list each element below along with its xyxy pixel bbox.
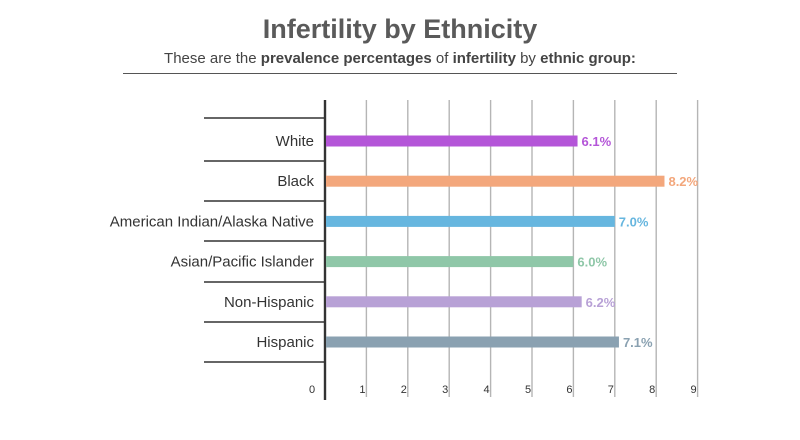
data-label: 7.0% [619, 214, 649, 229]
x-tick-label: 9 [691, 384, 697, 396]
data-label: 6.0% [577, 255, 607, 270]
x-tick-label: 4 [484, 384, 490, 396]
category-label: Black [277, 173, 314, 190]
x-tick-label: 0 [309, 384, 315, 396]
subtitle-part-bold: ethnic group: [540, 50, 636, 67]
subtitle-part-bold: infertility [452, 50, 516, 67]
x-tick-label: 3 [442, 384, 448, 396]
category-label: White [276, 133, 314, 150]
bar [326, 256, 574, 268]
category-label: Non-Hispanic [224, 294, 315, 311]
x-tick-label: 1 [359, 384, 365, 396]
bar [326, 296, 582, 308]
data-label: 8.2% [668, 174, 698, 189]
x-tick-label: 8 [649, 384, 655, 396]
subtitle-part: by [515, 50, 541, 67]
subtitle-part: of [431, 50, 453, 67]
subtitle-part: These are the [164, 50, 261, 67]
subtitle-part-bold: prevalence percentages [260, 50, 432, 67]
x-tick-label: 7 [608, 384, 614, 396]
x-tick-label: 2 [401, 384, 407, 396]
bar [326, 175, 665, 187]
chart-subtitle: These are the prevalence percentages of … [0, 50, 800, 67]
x-tick-label: 6 [566, 384, 572, 396]
data-label: 6.2% [586, 295, 616, 310]
chart-title: Infertility by Ethnicity [262, 14, 538, 44]
data-label: 6.1% [582, 134, 612, 149]
category-label: Asian/Pacific Islander [171, 254, 314, 271]
category-label: American Indian/Alaska Native [110, 213, 314, 230]
subtitle-underline [123, 73, 677, 74]
bar [326, 135, 578, 147]
data-label: 7.1% [623, 335, 653, 350]
category-label: Hispanic [256, 334, 314, 351]
x-tick-label: 5 [525, 384, 531, 396]
bar [326, 215, 615, 227]
bar [326, 336, 619, 348]
